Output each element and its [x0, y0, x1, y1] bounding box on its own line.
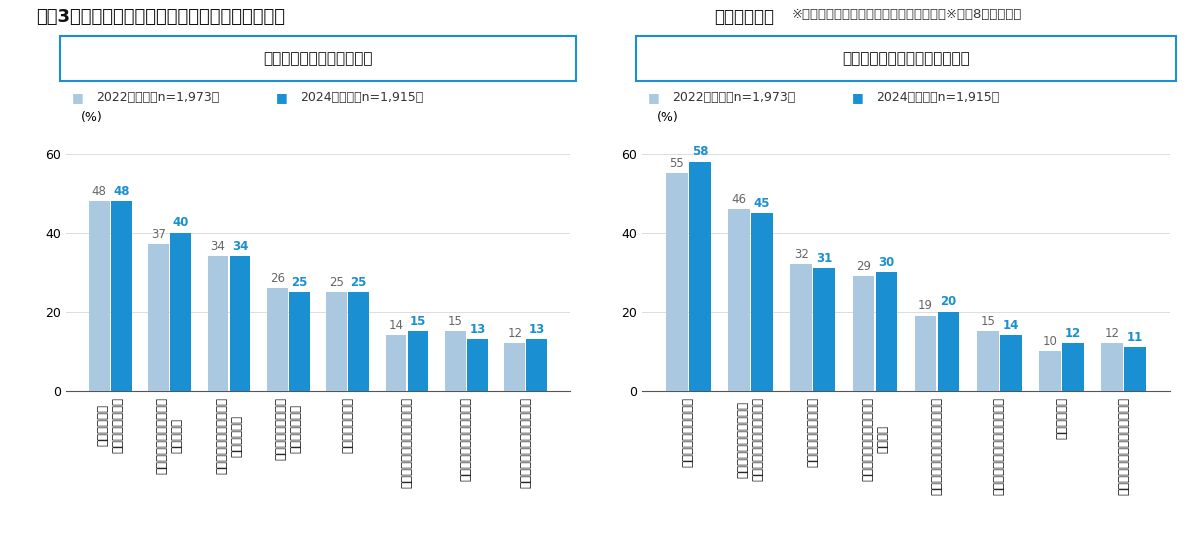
- Text: 量がちょうどよいこと: 量がちょうどよいこと: [806, 397, 820, 467]
- Bar: [408, 331, 428, 391]
- Text: 25: 25: [292, 276, 307, 288]
- Text: 55: 55: [670, 157, 684, 170]
- Bar: [751, 213, 773, 391]
- Bar: [467, 339, 487, 391]
- Bar: [814, 268, 835, 391]
- Text: ※ベース：自宅で出来合いの食品喫食者　※上位8項目を抜粹: ※ベース：自宅で出来合いの食品喫食者 ※上位8項目を抜粹: [792, 8, 1022, 21]
- Bar: [1062, 343, 1084, 391]
- Bar: [208, 256, 228, 391]
- Text: 30: 30: [878, 256, 894, 269]
- Text: ■: ■: [852, 91, 864, 104]
- Text: 買い物や食事を作る
時間がないから: 買い物や食事を作る 時間がないから: [275, 397, 302, 460]
- Text: 11: 11: [1127, 331, 1144, 344]
- Bar: [348, 292, 370, 391]
- Text: 15: 15: [410, 315, 426, 328]
- Bar: [149, 244, 169, 391]
- Text: 自分では作れない料理を
食べたいから: 自分では作れない料理を 食べたいから: [215, 397, 242, 474]
- Text: 12: 12: [1064, 327, 1081, 340]
- Bar: [110, 201, 132, 391]
- Text: 出来合いの食品の選定時重視点: 出来合いの食品の選定時重視点: [842, 51, 970, 66]
- Text: 自分で作らないメニューで
あること: 自分で作らないメニューで あること: [860, 397, 889, 482]
- Bar: [504, 343, 526, 391]
- Bar: [170, 233, 191, 391]
- Bar: [914, 316, 936, 391]
- Text: 不足している栄養が摂れること: 不足している栄養が摂れること: [1117, 397, 1130, 496]
- Text: 12: 12: [508, 327, 522, 340]
- Text: 32: 32: [793, 248, 809, 261]
- Bar: [937, 311, 960, 391]
- Text: 45: 45: [754, 197, 770, 210]
- Bar: [977, 331, 998, 391]
- Bar: [527, 339, 547, 391]
- Bar: [1000, 335, 1021, 391]
- Bar: [876, 272, 898, 391]
- Text: 出来合いの食品の購入理由: 出来合いの食品の購入理由: [263, 51, 373, 66]
- Text: 2022年全体（n=1,973）: 2022年全体（n=1,973）: [672, 91, 796, 104]
- Text: 20: 20: [941, 296, 956, 309]
- Text: 14: 14: [389, 319, 403, 332]
- Bar: [445, 331, 466, 391]
- Text: ■: ■: [276, 91, 288, 104]
- Text: 2024年全体（n=1,915）: 2024年全体（n=1,915）: [876, 91, 1000, 104]
- Text: （複数回答）: （複数回答）: [714, 8, 774, 26]
- Bar: [1039, 351, 1061, 391]
- Bar: [1102, 343, 1123, 391]
- Bar: [89, 201, 109, 391]
- Text: 25: 25: [350, 276, 367, 288]
- Text: 食事の品数を増やしたいから: 食事の品数を増やしたいから: [401, 397, 414, 488]
- Text: ＜嘦3＞出来合いの食品の購入理由、選定時重視点: ＜嘦3＞出来合いの食品の購入理由、選定時重視点: [36, 8, 286, 26]
- Text: 34: 34: [210, 240, 226, 253]
- Text: (%): (%): [658, 110, 679, 124]
- Bar: [852, 276, 875, 391]
- Text: 量が多いこと: 量が多いこと: [1055, 397, 1068, 439]
- Text: 2022年全体（n=1,973）: 2022年全体（n=1,973）: [96, 91, 220, 104]
- Text: 食材を余らせなくて済むから: 食材を余らせなくて済むから: [520, 397, 533, 488]
- Text: 値段が手頃だから: 値段が手頃だから: [341, 397, 354, 453]
- Text: 12: 12: [1105, 327, 1120, 340]
- Bar: [326, 292, 347, 391]
- Text: 13: 13: [528, 323, 545, 336]
- Text: 31: 31: [816, 252, 833, 265]
- Bar: [1124, 347, 1146, 391]
- Text: 13: 13: [469, 323, 486, 336]
- Bar: [289, 292, 310, 391]
- Text: 25: 25: [329, 276, 344, 288]
- Text: 栄養がバランスよく摂れること: 栄養がバランスよく摂れること: [930, 397, 943, 496]
- Text: 37: 37: [151, 228, 166, 241]
- Text: 2024年全体（n=1,915）: 2024年全体（n=1,915）: [300, 91, 424, 104]
- Bar: [666, 174, 688, 391]
- Text: 買い物や食事を作るのが
面倒だから: 買い物や食事を作るのが 面倒だから: [156, 397, 184, 474]
- Text: 34: 34: [232, 240, 248, 253]
- Text: 19: 19: [918, 300, 934, 312]
- Text: 15: 15: [980, 315, 995, 328]
- Text: おいしそうであること: おいしそうであること: [682, 397, 695, 467]
- Text: 10: 10: [1043, 335, 1057, 348]
- Bar: [728, 209, 750, 391]
- Text: 46: 46: [732, 193, 746, 206]
- Text: 26: 26: [270, 272, 284, 285]
- Text: 48: 48: [113, 185, 130, 198]
- Bar: [385, 335, 407, 391]
- Text: 14: 14: [1002, 319, 1019, 332]
- Bar: [791, 264, 812, 391]
- Text: (%): (%): [80, 110, 102, 124]
- Text: 29: 29: [856, 260, 871, 273]
- Text: 値段が安いこと／コスト
パフォーマンスがよいこと: 値段が安いこと／コスト パフォーマンスがよいこと: [737, 397, 764, 482]
- Text: 58: 58: [691, 146, 708, 158]
- Bar: [689, 162, 710, 391]
- Bar: [229, 256, 251, 391]
- Text: ■: ■: [648, 91, 660, 104]
- Text: 15: 15: [448, 315, 463, 328]
- Text: 40: 40: [173, 217, 188, 229]
- Text: サイズ・容量が手頃だから: サイズ・容量が手頃だから: [460, 397, 473, 482]
- Text: 48: 48: [92, 185, 107, 198]
- Text: 手軽に食事を
済ませられるから: 手軽に食事を 済ませられるから: [96, 397, 125, 453]
- Text: ■: ■: [72, 91, 84, 104]
- Text: 食べ慣れたメニューであること: 食べ慣れたメニューであること: [992, 397, 1006, 496]
- Bar: [266, 288, 288, 391]
